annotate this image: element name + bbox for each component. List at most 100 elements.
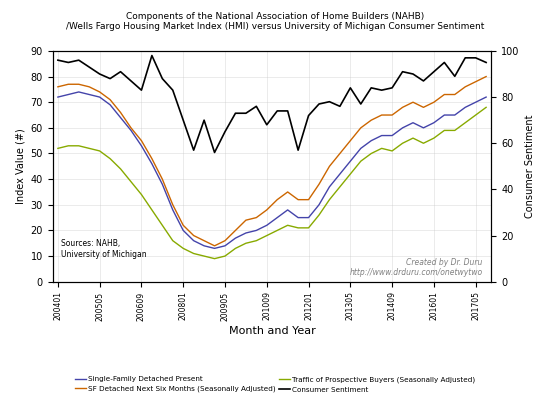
Traffic of Prospective Buyers (Seasonally Adjusted): [410, 136, 416, 140]
Consumer Sentiment: [86, 65, 92, 69]
Consumer Sentiment: [201, 118, 207, 122]
Traffic of Prospective Buyers (Seasonally Adjusted): [462, 120, 469, 125]
Traffic of Prospective Buyers (Seasonally Adjusted): [159, 223, 166, 228]
Text: Sources: NAHB,
University of Michigan: Sources: NAHB, University of Michigan: [62, 239, 147, 259]
Consumer Sentiment: [347, 85, 354, 90]
Single-Family Detached Present: [211, 246, 218, 251]
Consumer Sentiment: [159, 76, 166, 81]
Line: SF Detached Next Six Months (Seasonally Adjusted): SF Detached Next Six Months (Seasonally …: [58, 77, 486, 246]
Consumer Sentiment: [368, 85, 375, 90]
Single-Family Detached Present: [65, 92, 72, 97]
Traffic of Prospective Buyers (Seasonally Adjusted): [452, 128, 458, 133]
Traffic of Prospective Buyers (Seasonally Adjusted): [211, 256, 218, 261]
Single-Family Detached Present: [138, 143, 145, 148]
Single-Family Detached Present: [243, 231, 249, 235]
SF Detached Next Six Months (Seasonally Adjusted): [358, 125, 364, 130]
SF Detached Next Six Months (Seasonally Adjusted): [232, 228, 239, 233]
Consumer Sentiment: [180, 118, 186, 122]
Traffic of Prospective Buyers (Seasonally Adjusted): [96, 148, 103, 153]
SF Detached Next Six Months (Seasonally Adjusted): [378, 113, 385, 117]
SF Detached Next Six Months (Seasonally Adjusted): [75, 82, 82, 87]
Line: Single-Family Detached Present: Single-Family Detached Present: [58, 92, 486, 249]
SF Detached Next Six Months (Seasonally Adjusted): [86, 85, 92, 89]
Single-Family Detached Present: [253, 228, 260, 233]
Traffic of Prospective Buyers (Seasonally Adjusted): [128, 179, 134, 184]
SF Detached Next Six Months (Seasonally Adjusted): [284, 190, 291, 194]
SF Detached Next Six Months (Seasonally Adjusted): [180, 223, 186, 228]
Consumer Sentiment: [117, 69, 124, 74]
Single-Family Detached Present: [159, 182, 166, 187]
Single-Family Detached Present: [483, 95, 490, 99]
Consumer Sentiment: [452, 74, 458, 79]
SF Detached Next Six Months (Seasonally Adjusted): [222, 238, 228, 243]
Traffic of Prospective Buyers (Seasonally Adjusted): [305, 225, 312, 230]
SF Detached Next Six Months (Seasonally Adjusted): [263, 207, 270, 212]
Single-Family Detached Present: [222, 243, 228, 248]
Consumer Sentiment: [316, 102, 322, 107]
SF Detached Next Six Months (Seasonally Adjusted): [389, 113, 395, 117]
Consumer Sentiment: [211, 150, 218, 155]
Consumer Sentiment: [263, 122, 270, 127]
Single-Family Detached Present: [358, 146, 364, 151]
Consumer Sentiment: [190, 148, 197, 152]
Single-Family Detached Present: [399, 125, 406, 130]
Traffic of Prospective Buyers (Seasonally Adjusted): [441, 128, 448, 133]
Traffic of Prospective Buyers (Seasonally Adjusted): [399, 141, 406, 146]
SF Detached Next Six Months (Seasonally Adjusted): [169, 202, 176, 207]
Single-Family Detached Present: [410, 120, 416, 125]
Traffic of Prospective Buyers (Seasonally Adjusted): [190, 251, 197, 256]
Consumer Sentiment: [389, 85, 395, 90]
Single-Family Detached Present: [347, 159, 354, 164]
Traffic of Prospective Buyers (Seasonally Adjusted): [295, 225, 301, 230]
Y-axis label: Consumer Sentiment: Consumer Sentiment: [525, 115, 535, 218]
Traffic of Prospective Buyers (Seasonally Adjusted): [54, 146, 61, 151]
Text: Components of the National Association of Home Builders (NAHB)
/Wells Fargo Hous: Components of the National Association o…: [66, 12, 484, 32]
Traffic of Prospective Buyers (Seasonally Adjusted): [389, 148, 395, 153]
Line: Traffic of Prospective Buyers (Seasonally Adjusted): Traffic of Prospective Buyers (Seasonall…: [58, 107, 486, 259]
SF Detached Next Six Months (Seasonally Adjusted): [337, 151, 343, 156]
Consumer Sentiment: [65, 60, 72, 65]
SF Detached Next Six Months (Seasonally Adjusted): [410, 100, 416, 105]
Traffic of Prospective Buyers (Seasonally Adjusted): [65, 143, 72, 148]
Consumer Sentiment: [169, 88, 176, 93]
Consumer Sentiment: [420, 79, 427, 83]
Traffic of Prospective Buyers (Seasonally Adjusted): [75, 143, 82, 148]
SF Detached Next Six Months (Seasonally Adjusted): [462, 85, 469, 89]
Traffic of Prospective Buyers (Seasonally Adjusted): [420, 141, 427, 146]
SF Detached Next Six Months (Seasonally Adjusted): [420, 105, 427, 110]
Single-Family Detached Present: [86, 92, 92, 97]
SF Detached Next Six Months (Seasonally Adjusted): [431, 100, 437, 105]
Traffic of Prospective Buyers (Seasonally Adjusted): [326, 197, 333, 202]
Traffic of Prospective Buyers (Seasonally Adjusted): [431, 136, 437, 140]
Single-Family Detached Present: [180, 228, 186, 233]
SF Detached Next Six Months (Seasonally Adjusted): [159, 177, 166, 182]
Traffic of Prospective Buyers (Seasonally Adjusted): [284, 223, 291, 228]
Traffic of Prospective Buyers (Seasonally Adjusted): [169, 238, 176, 243]
Traffic of Prospective Buyers (Seasonally Adjusted): [263, 233, 270, 238]
Single-Family Detached Present: [420, 125, 427, 130]
Single-Family Detached Present: [337, 172, 343, 176]
Traffic of Prospective Buyers (Seasonally Adjusted): [107, 156, 113, 161]
Traffic of Prospective Buyers (Seasonally Adjusted): [274, 228, 280, 233]
Consumer Sentiment: [274, 109, 280, 113]
SF Detached Next Six Months (Seasonally Adjusted): [65, 82, 72, 87]
Single-Family Detached Present: [462, 105, 469, 110]
Traffic of Prospective Buyers (Seasonally Adjusted): [378, 146, 385, 151]
Consumer Sentiment: [107, 76, 113, 81]
Single-Family Detached Present: [128, 128, 134, 133]
SF Detached Next Six Months (Seasonally Adjusted): [347, 138, 354, 143]
SF Detached Next Six Months (Seasonally Adjusted): [368, 118, 375, 122]
SF Detached Next Six Months (Seasonally Adjusted): [305, 197, 312, 202]
Traffic of Prospective Buyers (Seasonally Adjusted): [347, 172, 354, 176]
SF Detached Next Six Months (Seasonally Adjusted): [211, 243, 218, 248]
SF Detached Next Six Months (Seasonally Adjusted): [326, 164, 333, 169]
Single-Family Detached Present: [263, 223, 270, 228]
Traffic of Prospective Buyers (Seasonally Adjusted): [472, 113, 479, 117]
SF Detached Next Six Months (Seasonally Adjusted): [54, 85, 61, 89]
Traffic of Prospective Buyers (Seasonally Adjusted): [253, 238, 260, 243]
Single-Family Detached Present: [295, 215, 301, 220]
SF Detached Next Six Months (Seasonally Adjusted): [483, 74, 490, 79]
Traffic of Prospective Buyers (Seasonally Adjusted): [148, 207, 155, 212]
SF Detached Next Six Months (Seasonally Adjusted): [243, 218, 249, 223]
Single-Family Detached Present: [201, 243, 207, 248]
